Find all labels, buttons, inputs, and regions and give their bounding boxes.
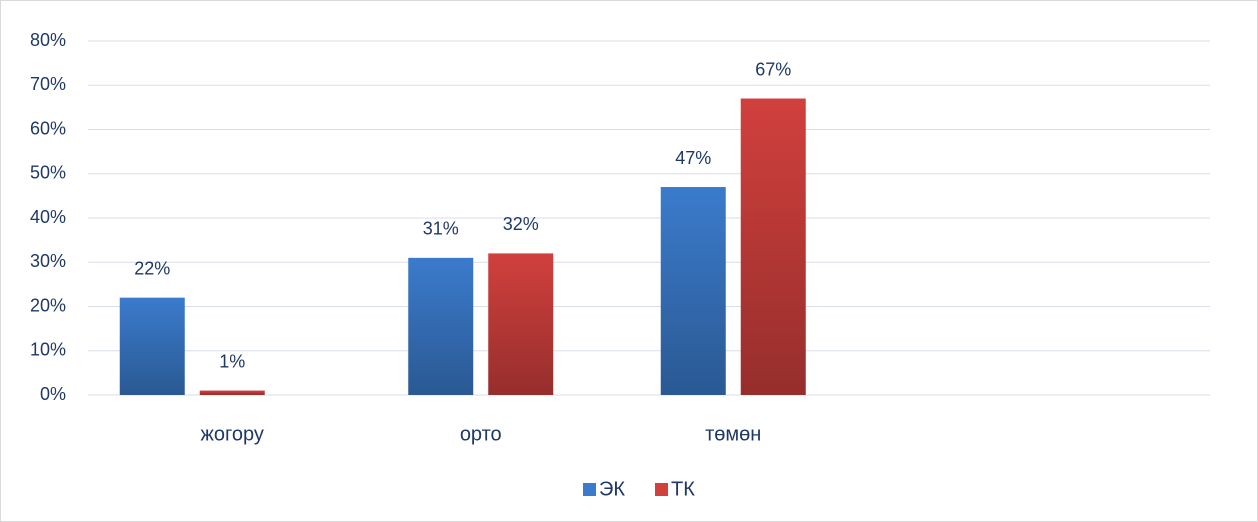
legend-label: ЭК: [599, 478, 625, 500]
data-label: 47%: [675, 148, 711, 168]
data-label: 32%: [503, 214, 539, 234]
data-label: 31%: [423, 219, 459, 239]
y-tick-label: 70%: [30, 74, 66, 94]
y-tick-label: 40%: [30, 207, 66, 227]
y-tick-label: 50%: [30, 163, 66, 183]
data-label: 1%: [219, 351, 245, 371]
y-tick-label: 20%: [30, 295, 66, 315]
bar: [488, 253, 554, 395]
y-tick-label: 30%: [30, 251, 66, 271]
y-tick-label: 80%: [30, 30, 66, 50]
bar: [119, 297, 185, 395]
y-tick-label: 0%: [40, 384, 66, 404]
bar: [199, 390, 265, 395]
y-tick-label: 10%: [30, 340, 66, 360]
legend-label: ТК: [671, 478, 695, 500]
legend-swatch: [583, 483, 596, 496]
bar: [740, 98, 806, 396]
data-label: 22%: [134, 258, 170, 278]
y-tick-label: 60%: [30, 118, 66, 138]
data-label: 67%: [755, 59, 791, 79]
x-tick-label: орто: [460, 423, 502, 445]
legend-swatch: [655, 483, 668, 496]
x-tick-label: жогору: [201, 423, 264, 445]
bar: [408, 257, 474, 395]
bar: [660, 187, 726, 395]
x-tick-label: төмөн: [705, 423, 761, 445]
